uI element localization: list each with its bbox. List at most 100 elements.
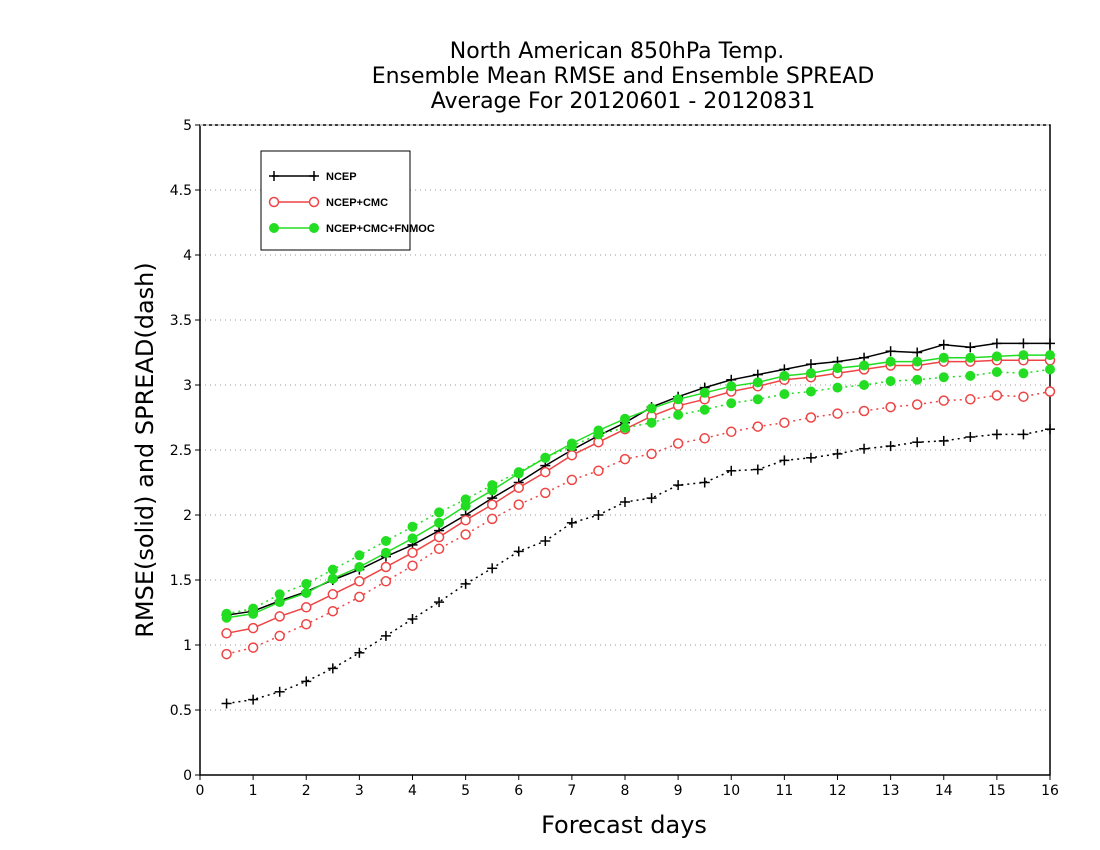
spread-point	[1018, 391, 1029, 402]
x-tick-label: 5	[461, 783, 470, 799]
rmse-point	[247, 622, 259, 634]
spread-point	[434, 507, 445, 518]
rmse-point	[460, 500, 471, 511]
spread-point	[274, 686, 285, 697]
rmse-point	[646, 403, 657, 414]
rmse-point	[566, 438, 577, 449]
x-tick-label: 1	[249, 783, 258, 799]
chart-title: North American 850hPa Temp. Ensemble Mea…	[372, 39, 875, 114]
spread-point	[407, 614, 418, 624]
rmse-point	[327, 589, 339, 600]
spread-point	[380, 536, 391, 546]
spread-point	[301, 578, 312, 589]
spread-point	[460, 529, 471, 540]
title-line-2: Ensemble Mean RMSE and Ensemble SPREAD	[372, 64, 875, 89]
rmse-point	[513, 482, 524, 493]
spread-point	[247, 642, 259, 653]
spread-point	[301, 676, 312, 687]
spread-point	[274, 630, 285, 642]
rmse-line	[226, 359, 1050, 635]
spread-point	[327, 564, 338, 575]
spread-point	[991, 390, 1003, 401]
spread-point	[513, 499, 524, 510]
rmse-point	[991, 338, 1002, 349]
rmse-point	[327, 573, 338, 584]
spread-point	[380, 630, 391, 641]
legend-marker	[269, 223, 279, 233]
spread-point	[301, 618, 312, 630]
spread-point	[221, 698, 232, 709]
spread-line	[226, 390, 1051, 655]
y-tick-label: 0.5	[170, 703, 192, 719]
x-tick-label: 10	[722, 783, 740, 799]
rmse-point	[832, 363, 843, 374]
rmse-point	[938, 352, 949, 363]
series-layer	[221, 338, 1056, 709]
rmse-point	[566, 449, 578, 461]
rmse-point	[1045, 350, 1055, 361]
spread-point	[779, 389, 790, 400]
spread-point	[832, 448, 843, 459]
spread-point	[433, 543, 445, 555]
spread-point	[885, 441, 896, 452]
x-tick-label: 0	[196, 783, 205, 799]
rmse-point	[274, 597, 285, 608]
rmse-point	[221, 612, 232, 623]
rmse-point	[301, 602, 312, 613]
rmse-point	[1045, 338, 1055, 349]
spread-point	[805, 412, 817, 423]
spread-point	[672, 438, 684, 449]
x-tick-label: 3	[355, 783, 364, 799]
y-tick-label: 5	[183, 118, 192, 134]
rmse-point	[593, 425, 604, 436]
x-tick-label: 8	[621, 783, 630, 799]
rmse-point	[699, 387, 710, 398]
spread-point	[938, 395, 949, 406]
spread-point	[646, 417, 657, 428]
spread-point	[805, 386, 816, 397]
spread-point	[699, 477, 710, 488]
rmse-point	[805, 359, 816, 370]
rmse-point	[407, 533, 418, 544]
rmse-point	[433, 531, 445, 543]
rmse-point	[248, 608, 259, 619]
spread-point	[354, 550, 365, 561]
rmse-point	[486, 499, 498, 510]
spread-point	[540, 536, 551, 546]
title-line-1: North American 850hPa Temp.	[450, 39, 785, 64]
spread-point	[620, 422, 630, 433]
spread-point	[752, 421, 764, 432]
spread-point	[221, 648, 232, 660]
legend-marker	[309, 223, 319, 233]
spread-point	[1018, 429, 1029, 440]
spread-point	[460, 578, 471, 589]
y-axis-title: RMSE(solid) and SPREAD(dash)	[131, 262, 159, 638]
x-axis-title: Forecast days	[541, 811, 707, 839]
legend-label: NCEP	[326, 171, 357, 183]
series-2-spread	[221, 364, 1055, 619]
spread-point	[1045, 424, 1055, 435]
spread-point	[885, 376, 896, 387]
legend-item: NCEP+CMC+FNMOC	[269, 223, 435, 235]
spread-point	[248, 694, 259, 705]
x-tick-label: 12	[829, 783, 847, 799]
rmse-point	[805, 368, 816, 379]
spread-point	[620, 497, 630, 507]
x-tick-label: 9	[674, 783, 683, 799]
spread-point	[566, 517, 577, 528]
rmse-point	[912, 356, 923, 367]
rmse-point	[620, 413, 630, 424]
y-tick-label: 4.5	[170, 183, 192, 199]
rmse-point	[885, 346, 896, 357]
y-tick-label: 1	[183, 638, 192, 654]
rmse-point	[301, 588, 312, 598]
spread-point	[858, 405, 870, 417]
spread-point	[832, 408, 843, 419]
x-tick-label: 14	[935, 783, 953, 799]
rmse-point	[965, 352, 976, 363]
legend: NCEP NCEP+CMC NCEP+CMC+FNMOC	[260, 150, 435, 251]
x-tick-label: 7	[567, 783, 576, 799]
x-tick-label: 2	[302, 783, 311, 799]
rmse-point	[434, 517, 445, 528]
